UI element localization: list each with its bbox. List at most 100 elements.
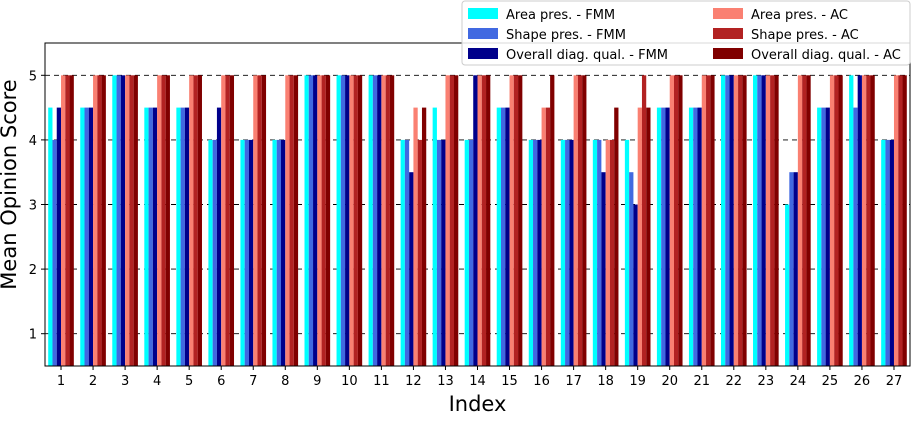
bar xyxy=(281,139,286,366)
bar xyxy=(377,75,382,367)
bar xyxy=(582,75,587,367)
bar xyxy=(829,75,835,367)
bar xyxy=(285,75,290,367)
bar xyxy=(733,75,739,367)
x-tick-label: 5 xyxy=(185,374,193,389)
legend-label: Overall diag. qual. - FMM xyxy=(506,48,668,63)
legend-label: Overall diag. qual. - AC xyxy=(751,48,901,63)
bar xyxy=(825,107,830,366)
x-tick-label: 16 xyxy=(533,374,550,389)
bar xyxy=(468,139,474,366)
bar xyxy=(605,139,610,366)
x-tick-label: 15 xyxy=(501,374,518,389)
x-tick-label: 20 xyxy=(661,374,678,389)
bar xyxy=(646,107,651,366)
bar xyxy=(550,75,555,367)
bar xyxy=(80,107,85,366)
bar xyxy=(197,75,202,367)
bar xyxy=(577,75,583,367)
bar xyxy=(357,75,363,367)
bar xyxy=(518,75,523,367)
bar xyxy=(637,107,642,366)
x-tick-label: 23 xyxy=(758,374,775,389)
bar xyxy=(221,75,226,367)
x-tick-label: 4 xyxy=(153,374,161,389)
y-axis-title: Mean Opinion Score xyxy=(0,79,21,289)
bar xyxy=(248,139,254,366)
bar xyxy=(313,75,318,367)
x-tick-label: 7 xyxy=(249,374,257,389)
bar xyxy=(761,75,766,367)
bar xyxy=(441,139,446,366)
bar xyxy=(225,75,230,367)
bar xyxy=(834,75,839,367)
bar xyxy=(720,75,726,367)
bar xyxy=(97,75,102,367)
bar xyxy=(65,75,70,367)
bar xyxy=(208,139,213,366)
x-tick-label: 22 xyxy=(726,374,743,389)
bar xyxy=(336,75,341,367)
bar xyxy=(445,75,450,367)
bar xyxy=(189,75,194,367)
bar xyxy=(321,75,326,367)
bar xyxy=(486,75,491,367)
bar xyxy=(148,107,153,366)
bar xyxy=(753,75,758,367)
bar xyxy=(101,75,106,367)
bar xyxy=(889,139,894,366)
bar xyxy=(560,139,566,366)
bar xyxy=(69,75,74,367)
bar xyxy=(385,75,390,367)
y-tick-label: 3 xyxy=(29,199,37,214)
bar xyxy=(152,107,158,366)
bar xyxy=(793,172,798,366)
y-tick-label: 4 xyxy=(29,134,37,149)
legend-swatch xyxy=(713,28,743,39)
bar xyxy=(404,139,410,366)
x-tick-label: 26 xyxy=(854,374,871,389)
legend-label: Area pres. - FMM xyxy=(506,8,615,23)
bar xyxy=(629,172,634,366)
bar xyxy=(340,75,346,367)
bar xyxy=(533,139,538,366)
bar xyxy=(573,75,578,367)
bar xyxy=(569,139,574,366)
bar xyxy=(272,139,277,366)
legend-label: Shape pres. - FMM xyxy=(506,28,626,43)
x-tick-label: 19 xyxy=(629,374,646,389)
bar xyxy=(157,75,162,367)
bar xyxy=(592,139,598,366)
bar xyxy=(276,139,282,366)
bar xyxy=(176,107,181,366)
bar xyxy=(257,75,262,367)
bar xyxy=(624,139,630,366)
bar xyxy=(240,139,245,366)
bar xyxy=(400,139,405,366)
bar xyxy=(729,75,734,367)
y-tick-label: 5 xyxy=(29,69,37,84)
bar xyxy=(193,75,198,367)
bar xyxy=(697,107,702,366)
x-axis-title: Index xyxy=(449,392,507,416)
bar xyxy=(409,172,414,366)
x-tick-label: 25 xyxy=(822,374,839,389)
bars xyxy=(48,75,907,367)
bar xyxy=(885,139,890,366)
bar xyxy=(806,75,811,367)
bar xyxy=(417,139,422,366)
legend-label: Shape pres. - AC xyxy=(751,28,859,43)
bar xyxy=(656,107,662,366)
x-tick-label: 21 xyxy=(693,374,710,389)
bar xyxy=(765,75,771,367)
bar xyxy=(785,204,790,366)
bar xyxy=(669,75,674,367)
bar xyxy=(881,139,886,366)
legend-swatch xyxy=(468,8,498,19)
bar xyxy=(861,75,867,367)
bar xyxy=(789,172,794,366)
bar xyxy=(537,139,542,366)
bar xyxy=(48,107,53,366)
bar xyxy=(349,75,354,367)
